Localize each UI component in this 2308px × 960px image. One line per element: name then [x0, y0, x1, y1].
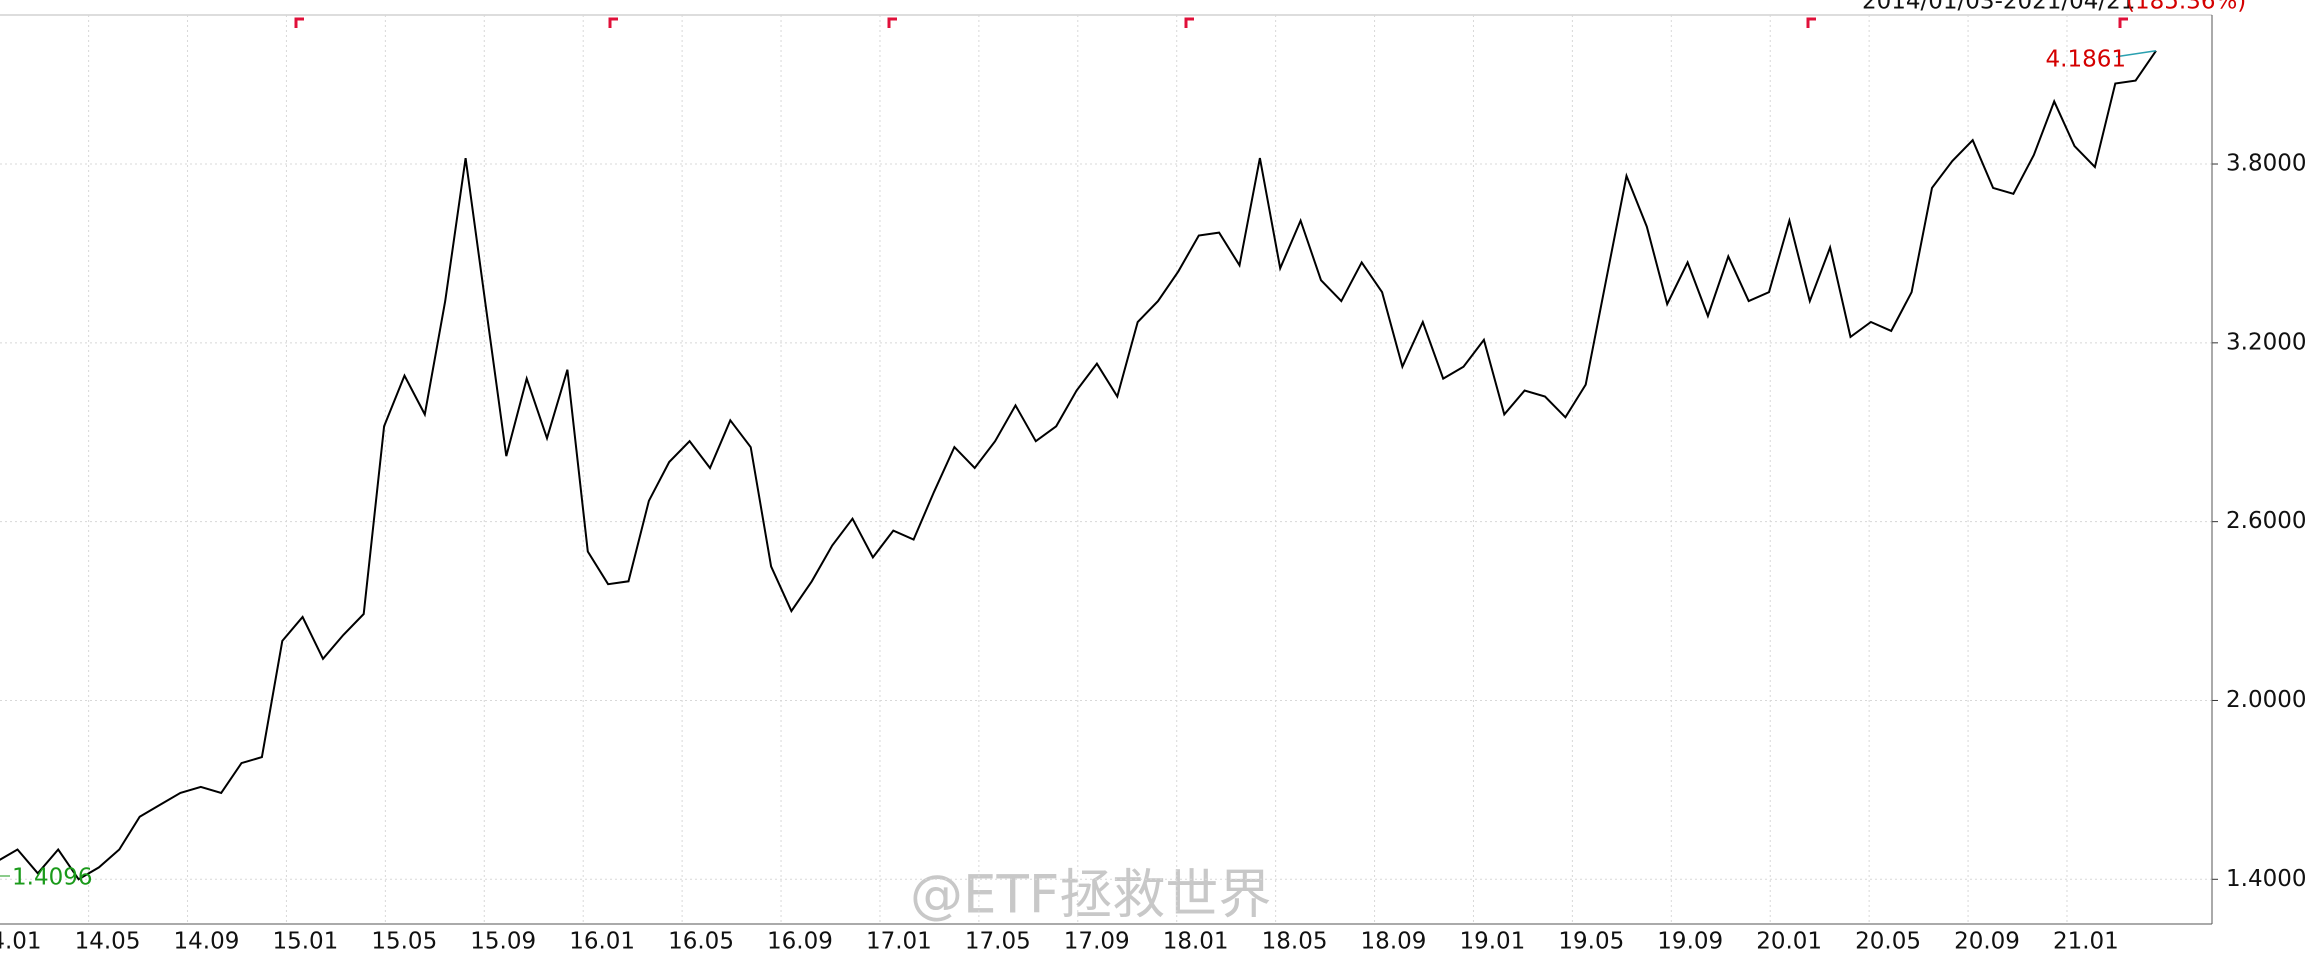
marker — [294, 17, 304, 28]
series-line — [0, 50, 2157, 881]
change-label: (185.36%) — [2126, 0, 2246, 15]
x-tick-label: 15.09 — [470, 929, 536, 955]
range-label: 2014/01/03-2021/04/21 — [1862, 0, 2135, 15]
y-tick-label: 3.8000 — [2226, 151, 2306, 177]
marker — [887, 17, 897, 28]
x-tick-label: 20.01 — [1756, 929, 1822, 955]
x-tick-label: 21.01 — [2053, 929, 2119, 955]
x-tick-label: 20.05 — [1855, 929, 1921, 955]
y-tick-label: 3.2000 — [2226, 329, 2306, 355]
x-tick-label: 19.01 — [1459, 929, 1525, 955]
y-tick-label: 1.4000 — [2226, 866, 2306, 892]
annotation-leader — [2115, 50, 2157, 58]
x-tick-label: 19.05 — [1558, 929, 1624, 955]
x-tick-label: 15.05 — [371, 929, 437, 955]
y-tick-label: 2.6000 — [2226, 508, 2306, 534]
x-tick-label: 18.01 — [1163, 929, 1229, 955]
x-tick-label: 18.09 — [1361, 929, 1427, 955]
x-tick-label: 17.09 — [1064, 929, 1130, 955]
annotation: 4.1861 — [2046, 47, 2126, 73]
y-tick-label: 2.0000 — [2226, 687, 2306, 713]
x-tick-label: 15.01 — [272, 929, 338, 955]
marker — [2118, 17, 2128, 28]
x-tick-label: 14.09 — [174, 929, 240, 955]
x-tick-label: 16.05 — [668, 929, 734, 955]
annotation: 1.4096 — [12, 865, 92, 891]
x-tick-label: 18.05 — [1262, 929, 1328, 955]
x-tick-label: 19.09 — [1657, 929, 1723, 955]
watermark: @ETF拯救世界 — [910, 865, 1271, 926]
x-tick-label: 16.09 — [767, 929, 833, 955]
marker — [1184, 17, 1194, 28]
x-tick-label: 14.05 — [75, 929, 141, 955]
marker — [608, 17, 618, 28]
x-tick-label: 16.01 — [569, 929, 635, 955]
x-tick-label: 20.09 — [1954, 929, 2020, 955]
x-tick-label: 17.05 — [965, 929, 1031, 955]
year-markers — [294, 17, 2128, 28]
marker — [1806, 17, 1816, 28]
x-tick-label: 17.01 — [866, 929, 932, 955]
x-tick-label: 14.01 — [0, 929, 42, 955]
